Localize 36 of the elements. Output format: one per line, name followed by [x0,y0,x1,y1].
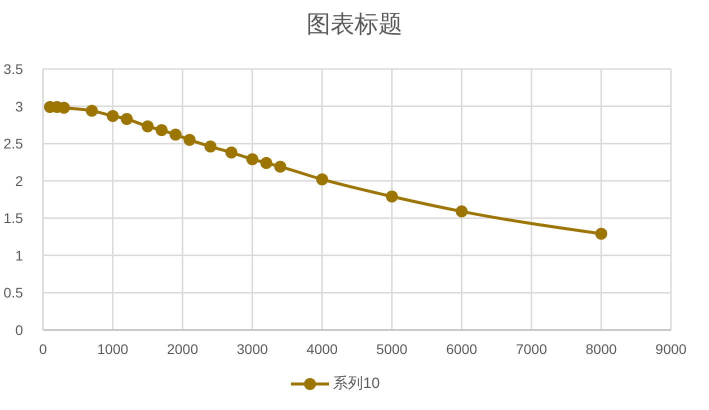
legend-label: 系列10 [333,374,380,393]
x-tick-label: 6000 [446,340,478,357]
point [246,153,258,166]
x-tick-label: 0 [39,340,48,357]
x-tick-label: 5000 [376,340,408,357]
point [120,112,133,125]
y-tick-label: 1 [15,247,24,264]
y-tick-label: 0.5 [4,284,24,301]
x-tick-label: 1000 [97,340,129,357]
point [184,134,196,146]
x-tick-label: 7000 [516,340,548,357]
point [204,140,216,153]
chart-title: 图表标题 [306,10,404,40]
x-tick-label: 4000 [306,340,338,357]
point [386,190,398,203]
y-tick-label: 1.5 [4,210,24,226]
x-tick-label: 3000 [236,340,268,357]
point [274,160,286,173]
y-tick-label: 2 [15,172,24,189]
y-tick-label: 3.5 [4,60,24,77]
point [106,110,119,122]
point [86,104,98,117]
x-tick-label: 9000 [655,340,687,357]
x-tick-label: 2000 [166,340,198,357]
point [260,156,272,169]
point [595,228,608,240]
point [316,173,328,186]
x-tick-label: 8000 [586,340,618,357]
point [225,146,238,159]
y-tick-label: 2.5 [4,136,24,152]
y-tick-label: 0 [15,322,24,338]
point [142,120,154,132]
point [456,205,468,218]
point [156,124,168,136]
point [170,128,182,141]
y-tick-label: 3 [15,98,24,114]
